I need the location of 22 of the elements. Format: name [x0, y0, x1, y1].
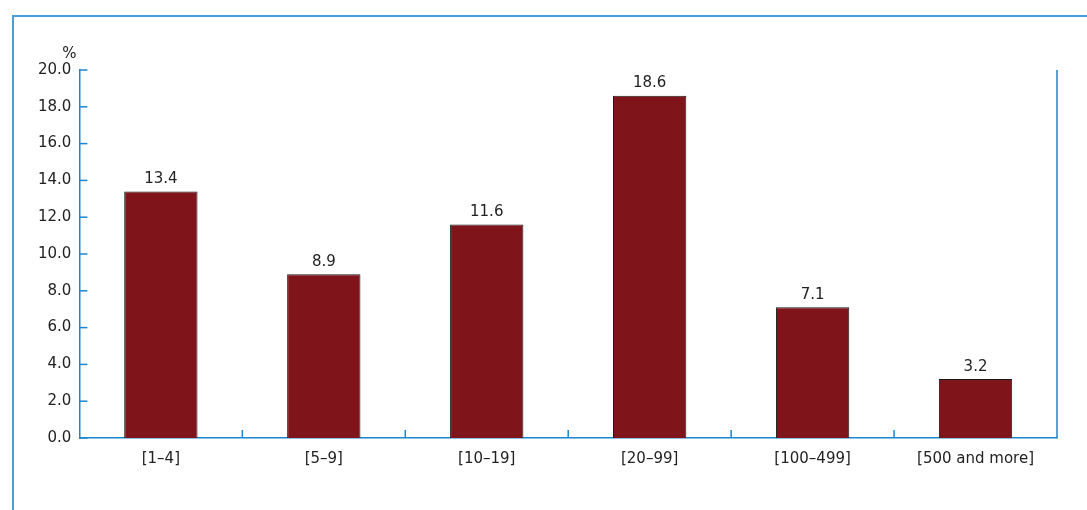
y-tick-label: 0.0	[47, 427, 72, 446]
x-tick-label: [20–99]	[620, 448, 679, 467]
x-tick-label: [1–4]	[141, 448, 181, 467]
data-label: 3.2	[963, 356, 988, 375]
y-tick-label: 6.0	[47, 317, 72, 336]
y-tick-label: 4.0	[47, 354, 72, 373]
data-label: 8.9	[311, 251, 336, 270]
y-tick-label: 2.0	[47, 391, 72, 410]
data-label: 11.6	[470, 201, 504, 220]
y-tick-label: 12.0	[37, 207, 72, 226]
y-tick-label: 10.0	[37, 243, 72, 262]
data-label: 13.4	[144, 168, 178, 187]
data-label: 18.6	[632, 73, 667, 92]
data-label: 7.1	[800, 284, 825, 303]
y-tick-label: 8.0	[47, 280, 72, 299]
x-tick-label: [5–9]	[304, 448, 343, 467]
y-tick-label: 16.0	[37, 133, 72, 152]
x-tick-label: [10–19]	[458, 448, 516, 467]
x-tick-label: [100–499]	[774, 448, 851, 467]
x-tick-label: [500 and more]	[917, 448, 1035, 467]
y-tick-label: 14.0	[37, 170, 72, 189]
y-tick-label: 18.0	[37, 96, 72, 115]
